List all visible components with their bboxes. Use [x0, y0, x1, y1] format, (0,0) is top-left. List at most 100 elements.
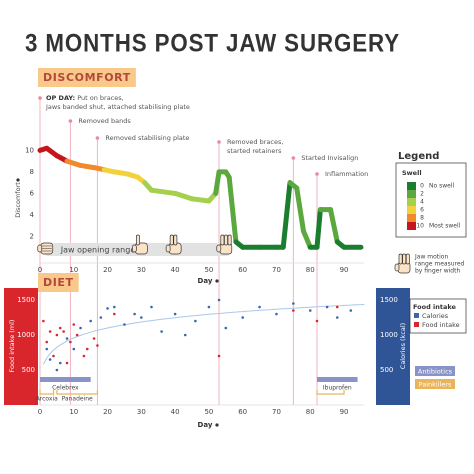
x-tick-label: 30: [137, 266, 146, 274]
discomfort-segment: [148, 187, 178, 196]
med-bar: [317, 377, 358, 382]
y-tick-label: 2: [30, 232, 34, 240]
point: [72, 347, 76, 351]
point: [69, 340, 72, 344]
point: [42, 319, 45, 323]
swell-swatch: [407, 198, 416, 206]
x-tick-label: 60: [238, 266, 247, 274]
swell-value: 0: [420, 183, 424, 190]
y-tick-label: 6: [30, 189, 35, 197]
point: [123, 323, 126, 326]
y-tick-label: 1500: [17, 296, 35, 304]
point: [58, 361, 62, 365]
point: [79, 326, 82, 330]
discomfort-segment: [226, 174, 239, 245]
left-axis-band: [4, 288, 38, 405]
point: [82, 354, 86, 358]
annotation-line-text: Started Invisalign: [301, 154, 358, 162]
point: [45, 340, 49, 344]
y2-tick-label: 1500: [380, 296, 398, 304]
x-tick-label: 40: [171, 266, 180, 274]
y-axis-label: Discomfort: [14, 182, 22, 218]
x-tick-label: 30: [137, 408, 146, 416]
hand-icon: [394, 253, 411, 274]
point: [315, 319, 319, 323]
x-tick-label: 20: [103, 408, 112, 416]
pin-icon: [215, 279, 219, 283]
discomfort-segment: [280, 180, 293, 250]
annotation-line-text: Removed bands: [78, 117, 131, 125]
annotation-text: Removed bands: [78, 117, 131, 125]
med-label: Arcoxia: [36, 396, 58, 403]
point: [62, 330, 65, 333]
point: [335, 305, 339, 309]
page-title: 3 MONTHS POST JAW SURGERY: [25, 30, 400, 58]
y-tick-label: 8: [30, 168, 34, 176]
point: [241, 316, 244, 319]
annotation-line-text: Put on braces,: [77, 94, 124, 102]
x-axis-label: Day: [198, 421, 213, 429]
point: [133, 312, 136, 316]
swell-swatch: [407, 214, 416, 222]
swell-value: 10: [416, 223, 424, 230]
x-tick-label: 20: [103, 266, 112, 274]
legend-label: Calories: [422, 312, 449, 320]
hand-icon: [216, 234, 233, 255]
x-tick-label: 40: [171, 408, 180, 416]
point: [58, 326, 62, 330]
swell-label: No swell: [429, 183, 454, 190]
legend-swatch: [414, 322, 419, 327]
point: [160, 330, 163, 333]
point: [89, 319, 92, 323]
point: [106, 307, 109, 310]
point: [72, 323, 76, 326]
annotation-line-text: started retainers: [227, 147, 282, 155]
swell-swatch: [407, 190, 416, 198]
point: [48, 330, 52, 333]
hand-icon: [165, 234, 182, 255]
swell-value: 6: [420, 207, 424, 214]
finger: [169, 234, 174, 246]
annotation-line-text: Removed stabilising plate: [105, 134, 189, 142]
point: [65, 361, 69, 365]
med-legend-label: Antibiotics: [418, 368, 453, 376]
annotation-line-text: Jaws banded shut, attached stabilising p…: [45, 103, 190, 111]
x-tick-label: 70: [272, 408, 281, 416]
point: [194, 319, 197, 323]
point: [85, 347, 89, 351]
x-tick-label: 90: [340, 266, 349, 274]
swell-value: 2: [420, 191, 424, 198]
annotation-dot: [95, 136, 100, 140]
x-tick-label: 10: [69, 408, 78, 416]
pin-icon: [215, 423, 219, 427]
legend-title: Legend: [398, 151, 439, 162]
med-legend-box: [415, 379, 455, 389]
x-axis-label: Day: [198, 277, 213, 285]
swell-value: 4: [420, 199, 424, 206]
finger: [405, 253, 410, 265]
discomfort-segment: [328, 207, 340, 245]
point: [48, 358, 52, 361]
thumb: [131, 244, 137, 253]
swell-value: 8: [420, 215, 424, 222]
finger: [227, 234, 232, 246]
discomfort-segment: [172, 190, 195, 202]
section-header: DISCOMFORT: [43, 71, 131, 84]
finger: [224, 234, 228, 246]
point: [292, 302, 295, 305]
med-label: Celebrex: [52, 385, 79, 392]
finger: [398, 253, 403, 265]
annotation-text: Removed stabilising plate: [105, 134, 189, 142]
y-axis-label: Food intake (ml): [8, 320, 16, 373]
finger: [402, 253, 407, 265]
x-tick-label: 0: [38, 408, 42, 416]
annotation-lead: OP DAY:: [46, 94, 75, 102]
y-tick-label: 1000: [17, 331, 35, 339]
legend-label: Food intake: [422, 321, 460, 329]
y2-tick-label: 1000: [380, 331, 398, 339]
point: [150, 305, 153, 309]
y-tick-label: 500: [22, 366, 35, 374]
legend-box: [395, 162, 467, 238]
y2-axis-label: Calories (kcal): [399, 323, 407, 369]
annotation-text: Removed braces,: [227, 138, 283, 146]
